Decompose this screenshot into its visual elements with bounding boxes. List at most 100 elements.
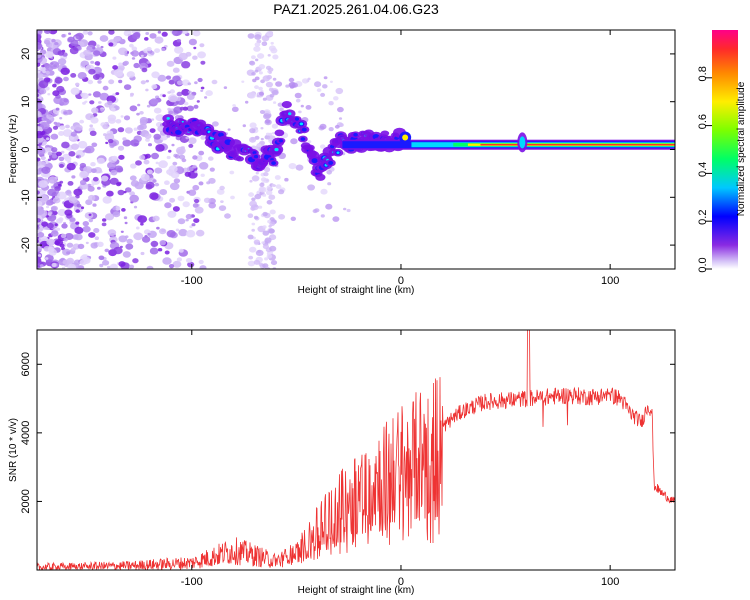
noise-blob [68, 194, 72, 197]
noise-blob [107, 229, 117, 237]
noise-blob [37, 34, 42, 41]
noise-blob [184, 171, 191, 177]
noise-blob [266, 254, 273, 259]
noise-blob [133, 127, 138, 131]
noise-blob [262, 97, 267, 101]
noise-blob [73, 188, 83, 196]
track-core [252, 151, 257, 155]
noise-blob [248, 192, 255, 197]
noise-blob [193, 218, 200, 224]
noise-blob [62, 129, 73, 137]
noise-blob [144, 37, 149, 41]
noise-blob [129, 105, 138, 112]
noise-blob [192, 184, 200, 191]
noise-blob [192, 164, 198, 169]
noise-blob [337, 106, 344, 113]
noise-blob [74, 233, 83, 241]
noise-blob [37, 130, 44, 139]
noise-blob [166, 60, 175, 67]
noise-blob [265, 81, 273, 88]
noise-blob [44, 30, 51, 34]
noise-blob [140, 54, 144, 58]
noise-blob [56, 227, 61, 231]
noise-blob [135, 160, 142, 166]
noise-blob [129, 43, 134, 48]
noise-blob [91, 142, 98, 148]
noise-blob [139, 116, 148, 124]
noise-blob [149, 247, 159, 255]
noise-blob [249, 128, 256, 134]
noise-blob [56, 151, 62, 157]
noise-blob [90, 117, 99, 124]
noise-blob [176, 80, 183, 86]
noise-blob [263, 172, 269, 177]
noise-blob [99, 35, 109, 42]
noise-blob [150, 98, 159, 105]
noise-blob [298, 110, 302, 114]
noise-blob [118, 79, 123, 84]
noise-blob [60, 67, 70, 76]
noise-blob [269, 221, 276, 227]
noise-blob [320, 214, 325, 218]
noise-blob [85, 145, 95, 154]
noise-blob [269, 228, 275, 234]
noise-blob [288, 77, 295, 83]
noise-blob [334, 124, 340, 129]
noise-blob [247, 33, 255, 39]
noise-blob [88, 232, 96, 238]
noise-blob [37, 200, 43, 207]
noise-blob [151, 71, 160, 79]
noise-blob [146, 169, 153, 175]
noise-blob [37, 62, 41, 67]
noise-blob [305, 105, 312, 110]
noise-blob [54, 240, 60, 246]
noise-blob [185, 229, 196, 238]
noise-blob [88, 93, 92, 96]
noise-blob [61, 223, 68, 229]
noise-blob [52, 197, 61, 204]
noise-blob [69, 47, 79, 55]
noise-blob [90, 168, 97, 174]
track-core [311, 158, 318, 164]
track-core [278, 139, 283, 143]
noise-blob [197, 51, 207, 59]
noise-blob [98, 255, 105, 261]
noise-blob [102, 218, 107, 222]
noise-blob [152, 215, 160, 222]
noise-blob [118, 154, 125, 160]
noise-blob [51, 154, 58, 159]
noise-blob [46, 199, 55, 206]
noise-blob [129, 194, 139, 203]
noise-blob [126, 238, 133, 244]
noise-blob [151, 84, 158, 90]
noise-blob [37, 257, 42, 264]
noise-blob [44, 147, 52, 153]
noise-blob [203, 197, 211, 203]
noise-blob [285, 84, 290, 88]
noise-blob [254, 76, 260, 81]
noise-blob [177, 195, 185, 202]
noise-blob [251, 197, 256, 202]
noise-blob [146, 46, 152, 52]
noise-blob [265, 132, 270, 136]
noise-blob [117, 189, 125, 196]
noise-blob [325, 203, 333, 210]
noise-blob [120, 115, 124, 118]
noise-blob [37, 110, 42, 118]
noise-blob [89, 124, 93, 128]
snr-marks [37, 330, 675, 570]
noise-blob [139, 155, 146, 160]
noise-blob [187, 82, 192, 86]
noise-blob [82, 150, 86, 153]
track-core [300, 137, 306, 141]
noise-blob [308, 140, 312, 144]
noise-blob [47, 211, 53, 215]
noise-blob [62, 266, 66, 269]
noise-blob [338, 123, 344, 127]
noise-blob [41, 166, 51, 174]
colorbar-ticks: 0.0 0.2 0.4 0.6 0.8 [697, 66, 712, 273]
noise-blob [231, 106, 239, 113]
noise-blob [96, 157, 105, 165]
noise-blob [49, 61, 60, 70]
